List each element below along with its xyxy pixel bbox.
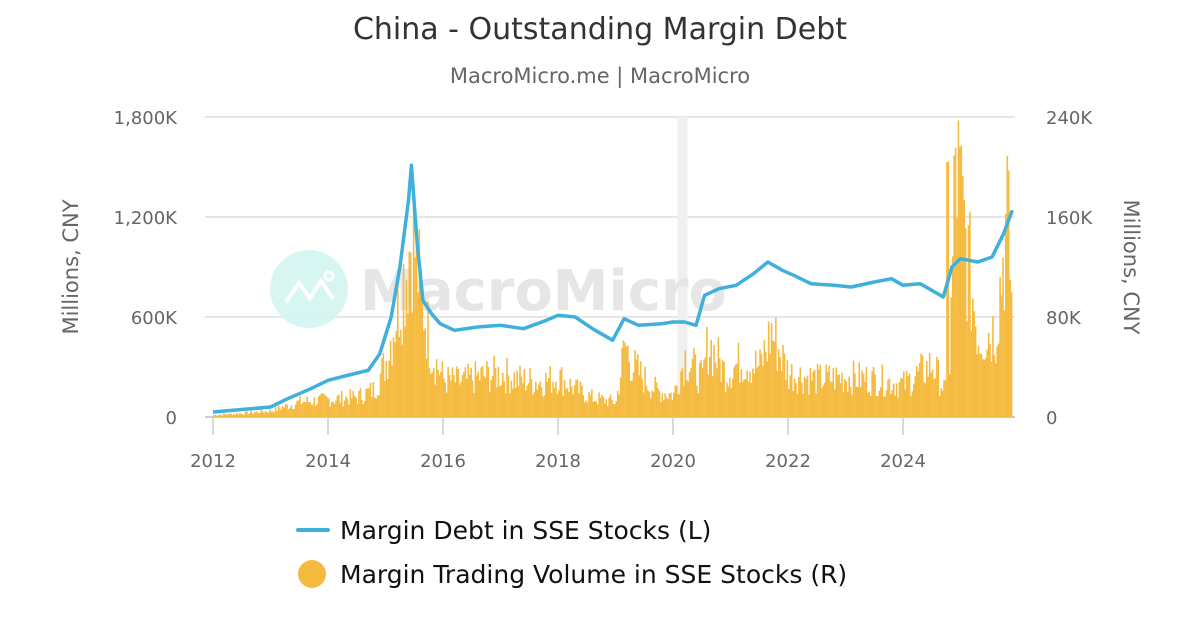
y-axis-left-title: Millions, CNY bbox=[59, 199, 83, 334]
legend: Margin Debt in SSE Stocks (L) Margin Tra… bbox=[296, 508, 847, 596]
svg-text:600K: 600K bbox=[131, 308, 178, 329]
svg-text:2016: 2016 bbox=[420, 451, 466, 472]
svg-text:80K: 80K bbox=[1046, 308, 1082, 329]
svg-text:0: 0 bbox=[166, 408, 177, 429]
chart-title: China - Outstanding Margin Debt bbox=[352, 12, 848, 47]
circle-swatch-icon bbox=[298, 560, 326, 588]
debt-line bbox=[212, 163, 1014, 414]
svg-text:240K: 240K bbox=[1046, 108, 1093, 129]
y-axis-right: 0 80K 160K 240K bbox=[1046, 108, 1093, 429]
y-axis-left: 0 600K 1,200K 1,800K bbox=[114, 108, 179, 429]
svg-text:2020: 2020 bbox=[650, 451, 696, 472]
y-axis-right-title: Millions, CNY bbox=[1119, 199, 1143, 334]
highlight-band bbox=[677, 117, 688, 417]
x-axis: 2012 2014 2016 2018 2020 2022 2024 bbox=[190, 417, 926, 472]
svg-text:2022: 2022 bbox=[765, 451, 811, 472]
legend-label: Margin Trading Volume in SSE Stocks (R) bbox=[340, 559, 848, 589]
svg-text:0: 0 bbox=[1046, 408, 1057, 429]
legend-item-trading-volume[interactable]: Margin Trading Volume in SSE Stocks (R) bbox=[296, 552, 847, 596]
svg-text:2014: 2014 bbox=[305, 451, 351, 472]
watermark-logo-icon bbox=[270, 250, 348, 328]
svg-text:1,800K: 1,800K bbox=[114, 108, 179, 129]
svg-text:1,200K: 1,200K bbox=[114, 208, 179, 229]
line-swatch-icon bbox=[296, 528, 330, 532]
chart-subtitle: MacroMicro.me | MacroMicro bbox=[449, 64, 751, 88]
legend-item-margin-debt[interactable]: Margin Debt in SSE Stocks (L) bbox=[296, 508, 847, 552]
svg-text:2018: 2018 bbox=[535, 451, 581, 472]
svg-text:2024: 2024 bbox=[880, 451, 926, 472]
svg-text:2012: 2012 bbox=[190, 451, 236, 472]
svg-text:160K: 160K bbox=[1046, 208, 1093, 229]
legend-label: Margin Debt in SSE Stocks (L) bbox=[340, 515, 712, 545]
